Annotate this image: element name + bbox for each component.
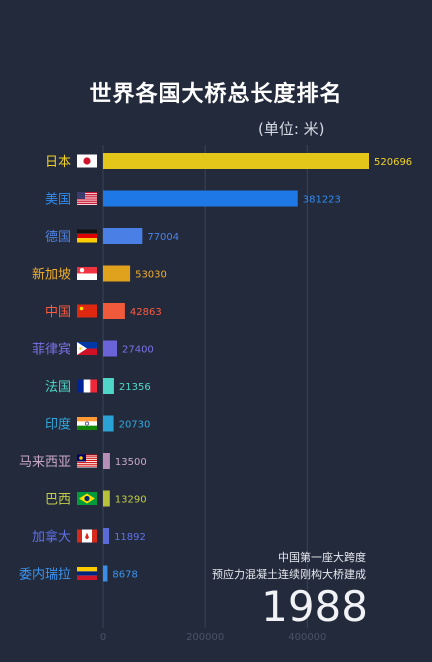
bar-value-label: 13500 [115,457,147,468]
country-label: 日本 [45,155,71,170]
bar [103,378,114,394]
country-label: 中国 [45,305,71,320]
france-flag-icon [77,379,97,393]
bar-value-label: 11892 [114,532,146,543]
bar [103,190,298,207]
bar-value-label: 53030 [135,270,167,281]
india-flag-icon [77,417,97,430]
bar-value-label: 21356 [119,382,151,393]
china-flag-icon [77,304,97,318]
x-tick-label-2: 400000 [288,632,326,643]
bar [103,565,108,582]
milestone-note: 中国第一座大跨度 预应力混凝土连续刚构大桥建成 [212,549,366,583]
bar [103,228,143,244]
country-label: 委内瑞拉 [19,567,71,583]
malaysia-flag-icon [77,454,97,468]
bar-value-label: 42863 [130,307,162,318]
year-display: 1988 [261,582,368,631]
germany-flag-icon [77,229,97,243]
bar-value-label: 27400 [122,345,154,356]
bar [103,415,114,432]
country-label: 法国 [45,380,71,395]
country-label: 加拿大 [32,529,71,545]
country-label: 印度 [45,417,71,433]
bar-value-label: 77004 [147,232,179,243]
bar [103,340,117,357]
japan-flag-icon [77,154,97,168]
canada-flag-icon [77,529,97,543]
chart-title: 世界各国大桥总长度排名 [89,82,343,107]
brazil-flag-icon [77,492,97,505]
singapore-flag-icon [77,267,97,280]
bar [103,490,110,507]
country-label: 马来西亚 [19,455,71,470]
bar-value-label: 381223 [303,195,341,206]
country-label: 德国 [45,230,71,245]
milestone-note-line-1: 中国第一座大跨度 [278,551,366,564]
country-label: 美国 [45,193,71,208]
x-tick-label-1: 200000 [186,632,224,643]
country-label: 菲律宾 [32,342,71,358]
philippines-flag-icon [77,342,97,355]
bar-value-label: 20730 [119,420,151,431]
bar [103,528,110,544]
unit-label: (单位: 米) [258,120,325,138]
country-label: 新加坡 [32,267,71,283]
venezuela-flag-icon [77,567,97,580]
bar [103,153,369,169]
usa-flag-icon [77,192,97,205]
country-label: 巴西 [45,493,71,508]
bar-value-label: 520696 [374,157,412,168]
milestone-note-line-2: 预应力混凝土连续刚构大桥建成 [212,568,366,581]
bar [103,453,110,469]
x-tick-label-0: 0 [100,632,106,643]
bar-value-label: 13290 [115,495,147,506]
bar-value-label: 8678 [112,570,137,581]
bar [103,303,125,319]
bar [103,265,131,282]
